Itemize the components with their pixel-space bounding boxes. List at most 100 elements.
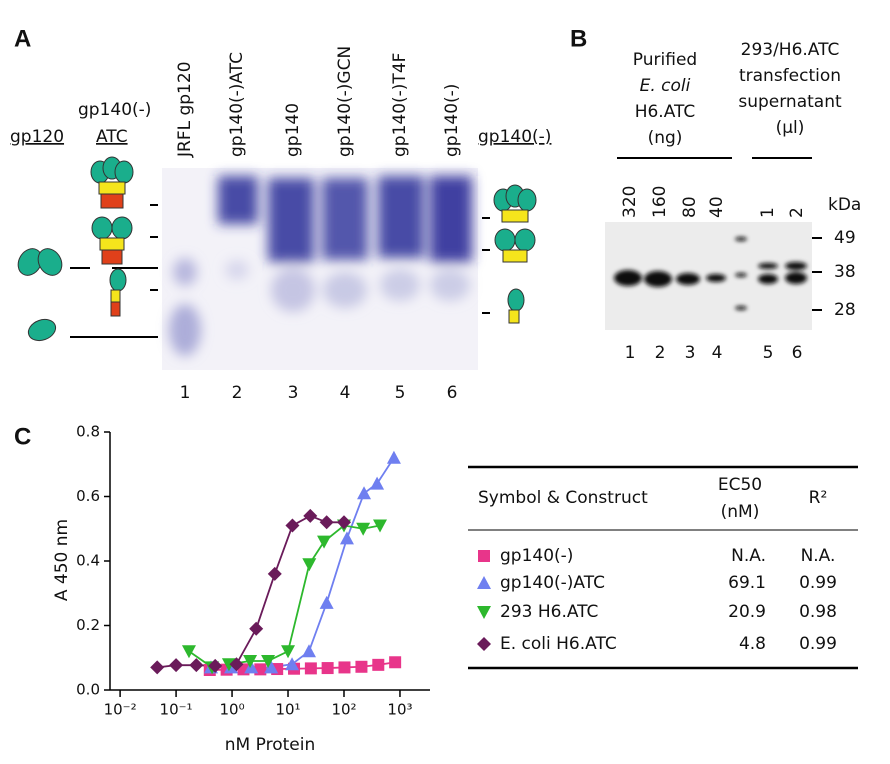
group-label: 293/H6.ATC (741, 40, 840, 60)
point (319, 595, 334, 609)
x-tick-label: 10¹ (275, 701, 300, 719)
fit-line (210, 457, 395, 669)
load-label: 40 (707, 196, 727, 218)
point (261, 654, 276, 668)
left-label: ATC (96, 127, 128, 147)
point (244, 660, 259, 674)
table-header: R² (809, 488, 828, 508)
table-header: (nM) (721, 502, 760, 522)
point (303, 508, 318, 523)
marker-label: 28 (834, 300, 856, 320)
legend-entry: gp140(-)ATC (500, 573, 605, 593)
table-header: Symbol & Construct (478, 488, 648, 508)
fit-line (157, 514, 344, 669)
x-tick-label: 10⁰ (219, 701, 244, 719)
lane-label: gp140(-)T4F (390, 53, 410, 157)
y-axis-label: A 450 nm (52, 519, 72, 601)
x-tick-label: 10⁻¹ (160, 701, 193, 719)
x-axis-label: nM Protein (225, 735, 315, 755)
point (229, 657, 244, 672)
ec50-value: 20.9 (728, 602, 766, 622)
blot (605, 222, 822, 330)
load-label: 2 (787, 207, 807, 218)
lane-number: 4 (712, 343, 723, 363)
legend-entry: 293 H6.ATC (500, 602, 598, 622)
lane-number: 5 (763, 343, 774, 363)
load-label: 80 (680, 196, 700, 218)
ec50-value: 69.1 (728, 573, 766, 593)
group-label: E. coli (640, 76, 691, 96)
point (249, 621, 264, 636)
load-label: 320 (620, 186, 640, 218)
y-tick-label: 0.4 (76, 552, 100, 570)
lane-number: 6 (792, 343, 803, 363)
panel-label: B (570, 25, 587, 52)
r2-value: N.A. (801, 546, 836, 566)
lane-number: 4 (340, 383, 351, 403)
legend-entry: E. coli H6.ATC (500, 634, 617, 654)
legend-symbol (477, 637, 491, 651)
table-header: EC50 (718, 475, 762, 495)
x-tick-label: 10³ (387, 701, 412, 719)
point (372, 658, 385, 671)
lane-number: 3 (288, 383, 299, 403)
point (356, 522, 371, 536)
lane-number: 1 (180, 383, 191, 403)
lane-label: gp140(-)ATC (227, 52, 247, 157)
legend-symbol (478, 550, 490, 562)
point (386, 450, 401, 464)
point (267, 566, 282, 581)
point (285, 657, 300, 671)
point (302, 558, 317, 572)
point (150, 660, 165, 675)
point (169, 658, 184, 673)
unit-label: kDa (828, 195, 861, 215)
x-tick-label: 10² (331, 701, 356, 719)
point (321, 662, 334, 675)
load-label: 1 (758, 207, 778, 218)
panel-label: C (14, 423, 31, 450)
lane-number: 3 (685, 343, 696, 363)
legend-entry: gp140(-) (500, 546, 573, 566)
lane-label: gp140(-) (442, 84, 462, 157)
point (357, 486, 372, 500)
x-tick-label: 10⁻² (104, 701, 137, 719)
group-label: supernatant (738, 92, 842, 112)
point (317, 535, 332, 549)
y-tick-label: 0.8 (76, 423, 100, 441)
marker-label: 49 (834, 228, 856, 248)
point (338, 661, 351, 674)
r2-value: 0.98 (799, 602, 837, 622)
cartoons (17, 156, 537, 342)
load-label: 160 (650, 186, 670, 218)
point (264, 660, 279, 674)
point (181, 645, 196, 659)
point (301, 644, 316, 658)
point (319, 515, 334, 530)
point (243, 654, 258, 668)
lane-number: 2 (232, 383, 243, 403)
lane-label: gp140 (283, 103, 303, 157)
lane-number: 5 (395, 383, 406, 403)
marker-label: 38 (834, 262, 856, 282)
panel-label: A (14, 25, 31, 52)
point (336, 515, 351, 530)
r2-value: 0.99 (799, 573, 837, 593)
lane-label: gp140(-)GCN (335, 46, 355, 157)
table: Symbol & Construct EC50 (nM) R² gp140(-)… (468, 465, 858, 670)
point (208, 658, 223, 673)
y-tick-label: 0.0 (76, 681, 100, 699)
y-tick-label: 0.6 (76, 487, 100, 505)
y-tick-label: 0.2 (76, 616, 100, 634)
lane-number: 2 (655, 343, 666, 363)
group-label: (μl) (776, 118, 805, 138)
point (370, 476, 385, 490)
point (389, 656, 402, 669)
lane-number: 6 (447, 383, 458, 403)
point (339, 531, 354, 545)
point (189, 658, 204, 673)
gel (70, 168, 490, 370)
lane-number: 1 (625, 343, 636, 363)
left-label: gp140(-) (78, 100, 151, 120)
